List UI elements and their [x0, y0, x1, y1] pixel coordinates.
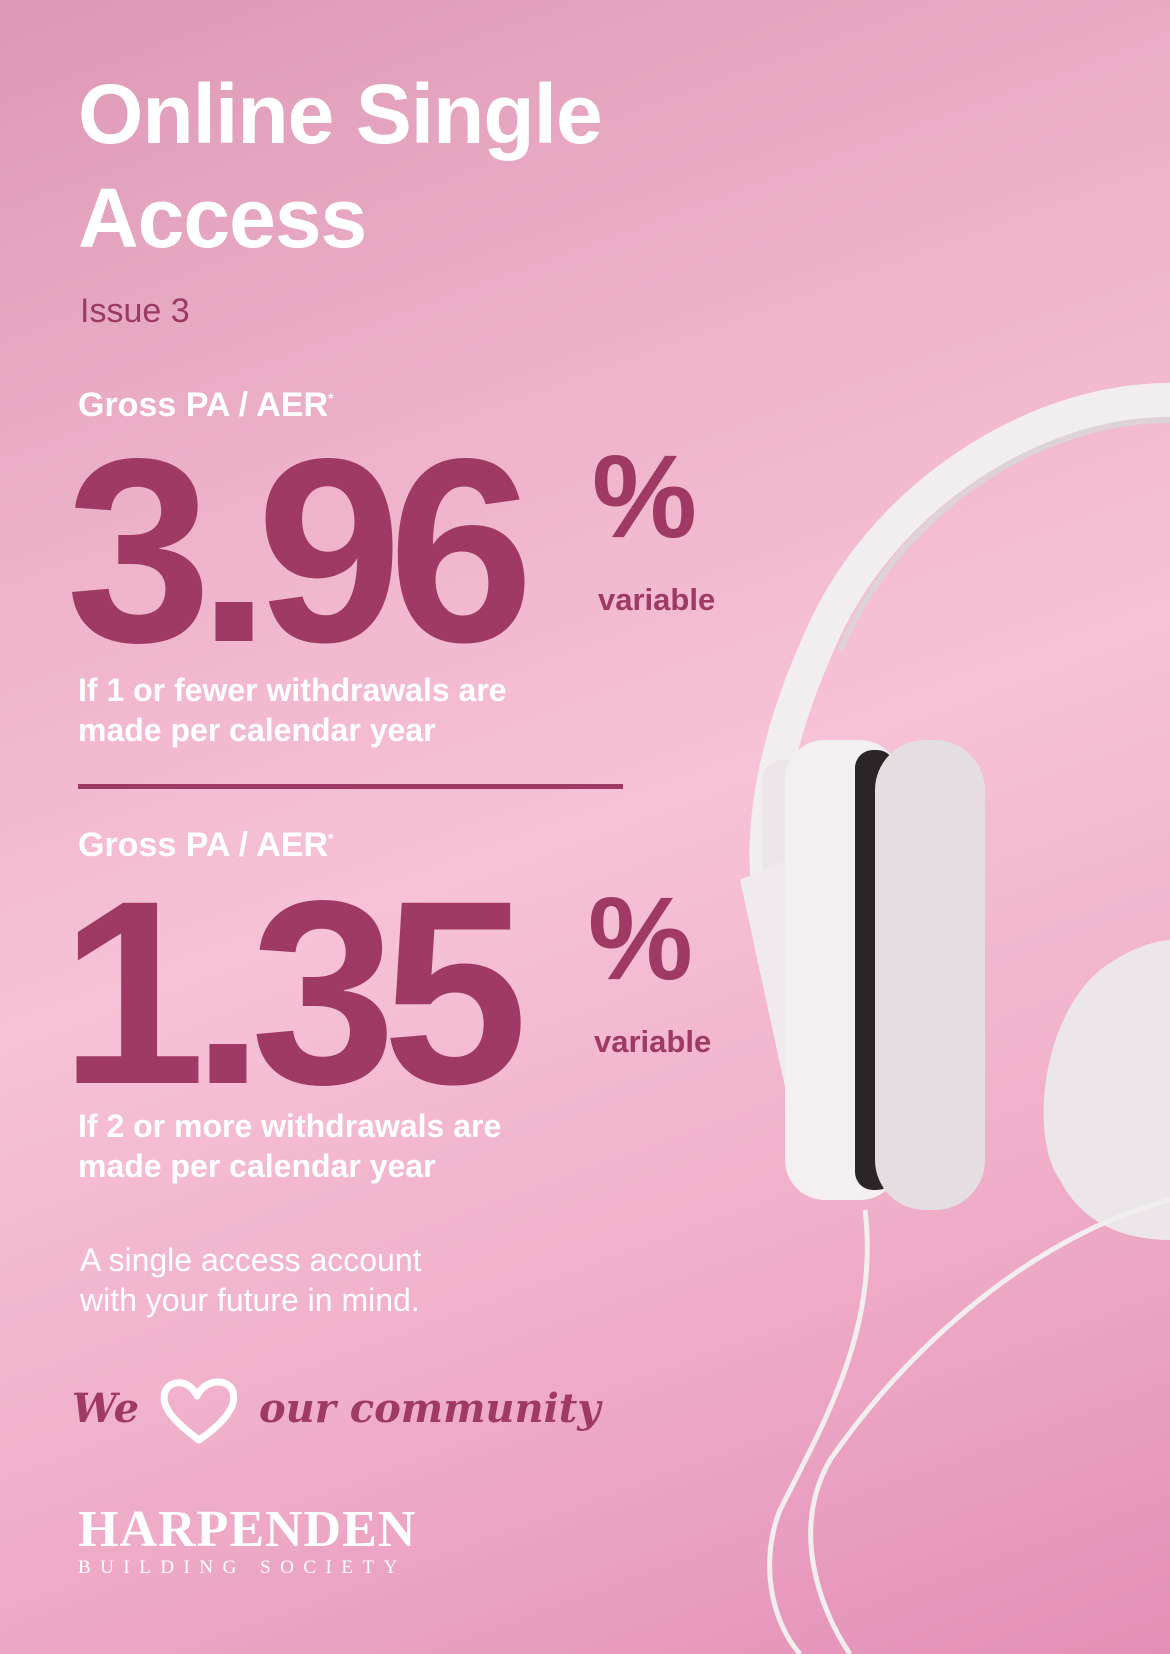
- condition-line: made per calendar year: [78, 712, 436, 748]
- headphones-image: [740, 383, 1170, 1654]
- rate-label: Gross PA / AER*: [78, 386, 333, 425]
- community-slogan: We our community: [72, 1378, 601, 1446]
- brand-logo: HARPENDEN BUILDING SOCIETY: [78, 1504, 416, 1580]
- percent-sign: %: [588, 873, 693, 1005]
- slogan-after: our community: [258, 1385, 601, 1432]
- rate-condition: If 1 or fewer withdrawals are made per c…: [78, 670, 507, 750]
- rate-value: 1.35: [60, 846, 528, 1139]
- divider: [78, 784, 623, 789]
- condition-line: If 1 or fewer withdrawals are: [78, 672, 507, 708]
- rate-value: 3.96: [66, 404, 534, 697]
- heart-icon: [160, 1378, 238, 1444]
- asterisk: *: [328, 390, 334, 406]
- page-title: Online Single Access: [78, 62, 603, 270]
- percent-sign: %: [592, 431, 697, 563]
- slogan-before: We: [72, 1385, 140, 1432]
- tagline: A single access account with your future…: [80, 1240, 422, 1320]
- asterisk: *: [328, 830, 334, 846]
- brand-name: HARPENDEN: [78, 1501, 417, 1558]
- rate-type: variable: [594, 1024, 712, 1059]
- rate-label-text: Gross PA / AER: [78, 826, 329, 864]
- brand-subtitle: BUILDING SOCIETY: [78, 1557, 407, 1578]
- title-line: Access: [78, 171, 367, 265]
- issue-number: Issue 3: [80, 292, 190, 330]
- tagline-line: with your future in mind.: [80, 1282, 420, 1318]
- rate-label: Gross PA / AER*: [78, 826, 333, 865]
- condition-line: made per calendar year: [78, 1148, 436, 1184]
- title-line: Online Single: [78, 67, 603, 161]
- condition-line: If 2 or more withdrawals are: [78, 1108, 502, 1144]
- tagline-line: A single access account: [80, 1242, 422, 1278]
- rate-condition: If 2 or more withdrawals are made per ca…: [78, 1106, 501, 1186]
- rate-label-text: Gross PA / AER: [78, 386, 329, 424]
- rate-type: variable: [598, 582, 716, 617]
